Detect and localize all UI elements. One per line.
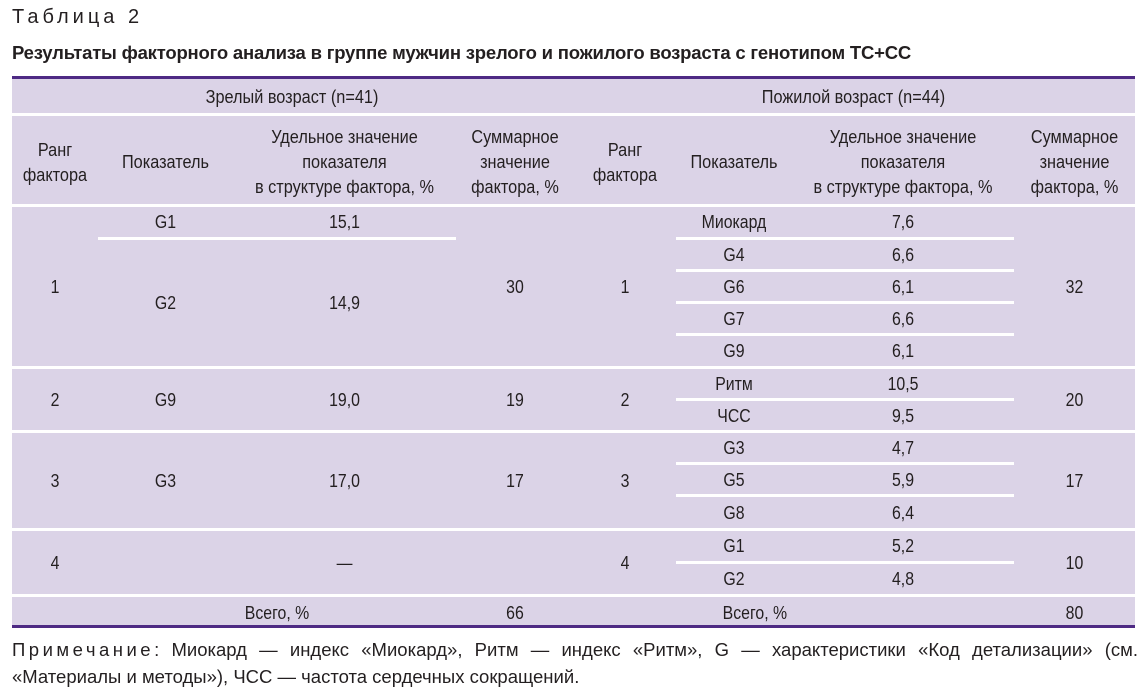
elderly-f1-value-2: 6,6 [891, 244, 915, 265]
col-header-rank: Ранг фактора [22, 138, 88, 185]
mature-f1-rank: 1 [50, 276, 60, 297]
separator [12, 113, 1135, 116]
col-header-indicator: Показатель [121, 151, 210, 172]
table-caption: Таблица 2 [12, 6, 144, 28]
elderly-f2-indicator-2: ЧСС [717, 405, 751, 426]
elderly-f4-value-2: 4,8 [891, 569, 915, 589]
col-header-rank-elderly: Ранг фактора [592, 138, 658, 185]
elderly-f1-value-1: 7,6 [891, 212, 915, 232]
elderly-f3-value-3: 6,4 [891, 502, 915, 523]
elderly-total-value: 80 [1065, 602, 1084, 623]
col-header-total: Суммарное значение фактора, % [471, 126, 559, 197]
mature-f3-sum: 17 [506, 470, 524, 491]
mature-f3-indicator: G3 [154, 470, 177, 491]
elderly-f3-rank: 3 [620, 470, 630, 491]
elderly-f4-value-1: 5,2 [891, 536, 915, 556]
separator [12, 366, 1135, 369]
col-header-indicator-elderly: Показатель [690, 151, 778, 172]
mature-f1-sum: 30 [506, 276, 524, 297]
elderly-f4-indicator-2: G2 [723, 569, 745, 589]
elderly-f1-rank: 1 [620, 276, 630, 297]
mature-f2-indicator: G9 [154, 389, 177, 410]
sub-separator [676, 237, 1014, 240]
group-header-mature: Зрелый возраст (n=41) [205, 85, 379, 107]
elderly-f1-value-5: 6,1 [891, 341, 915, 361]
elderly-f3-indicator-1: G3 [723, 437, 745, 458]
mature-f4-indicator [106, 531, 225, 594]
elderly-f3-value-1: 4,7 [891, 437, 915, 458]
separator [12, 528, 1135, 531]
sub-separator [676, 398, 1014, 401]
sub-separator [676, 462, 1014, 465]
mature-f3-rank: 3 [50, 470, 60, 491]
elderly-f2-sum: 20 [1065, 389, 1084, 410]
elderly-f2-indicator-1: Ритм [715, 373, 753, 394]
sub-separator [98, 237, 456, 240]
elderly-f1-value-4: 6,6 [891, 308, 915, 329]
mature-f2-sum: 19 [506, 389, 524, 410]
elderly-f1-indicator-1: Миокард [701, 212, 767, 232]
mature-f4-rank: 4 [50, 552, 60, 573]
elderly-f3-indicator-3: G8 [723, 502, 745, 523]
sub-separator [676, 333, 1014, 336]
mature-total-value: 66 [506, 602, 524, 623]
mature-f4-sum [463, 531, 567, 594]
mature-f3-value: 17,0 [329, 470, 360, 491]
group-header-elderly: Пожилой возраст (n=44) [761, 85, 946, 107]
factor-analysis-table: Зрелый возраст (n=41) Пожилой возраст (n… [12, 76, 1135, 628]
elderly-f1-indicator-4: G7 [723, 308, 745, 329]
table-note: Примечание: Миокард — индекс «Миокард», … [12, 636, 1138, 690]
separator [12, 594, 1135, 597]
elderly-f1-value-3: 6,1 [891, 276, 915, 297]
elderly-f2-value-1: 10,5 [887, 373, 919, 394]
col-header-total-elderly: Суммарное значение фактора, % [1030, 126, 1119, 197]
mature-f2-rank: 2 [50, 389, 60, 410]
mature-f1-indicator-1: G1 [154, 212, 177, 232]
sub-separator [676, 269, 1014, 272]
elderly-f1-indicator-2: G4 [723, 244, 745, 265]
elderly-f4-sum: 10 [1065, 552, 1084, 573]
note-text: : Миокард — индекс «Миокард», Ритм — инд… [12, 639, 1138, 687]
col-header-specific: Удельное значение показателя в структуре ф… [254, 126, 435, 197]
mature-f2-value: 19,0 [329, 389, 360, 410]
elderly-f2-value-2: 9,5 [891, 405, 915, 426]
sub-separator [676, 494, 1014, 497]
elderly-f3-value-2: 5,9 [891, 469, 915, 490]
elderly-f1-indicator-3: G6 [723, 276, 745, 297]
elderly-f1-indicator-5: G9 [723, 341, 745, 361]
note-lead: Примечание [12, 639, 155, 660]
table-title: Результаты факторного анализа в группе м… [12, 42, 912, 63]
mature-f1-value-1: 15,1 [329, 212, 360, 232]
sub-separator [676, 561, 1014, 564]
elderly-f1-sum: 32 [1065, 276, 1084, 297]
elderly-f4-indicator-1: G1 [723, 536, 745, 556]
mature-f1-indicator-2: G2 [154, 293, 177, 313]
sub-separator [676, 301, 1014, 304]
elderly-total-label: Всего, % [722, 602, 788, 623]
elderly-f3-indicator-2: G5 [723, 469, 745, 490]
elderly-f3-sum: 17 [1065, 470, 1084, 491]
mature-f1-value-2: 14,9 [329, 293, 360, 313]
separator [12, 204, 1135, 207]
elderly-f4-rank: 4 [620, 552, 630, 573]
elderly-f2-rank: 2 [620, 389, 630, 410]
mature-total-label: Всего, % [244, 602, 310, 623]
col-header-specific-elderly: Удельное значение показателя в структуре ф… [813, 126, 993, 197]
separator [12, 430, 1135, 433]
mature-f4-value: — [336, 552, 353, 573]
